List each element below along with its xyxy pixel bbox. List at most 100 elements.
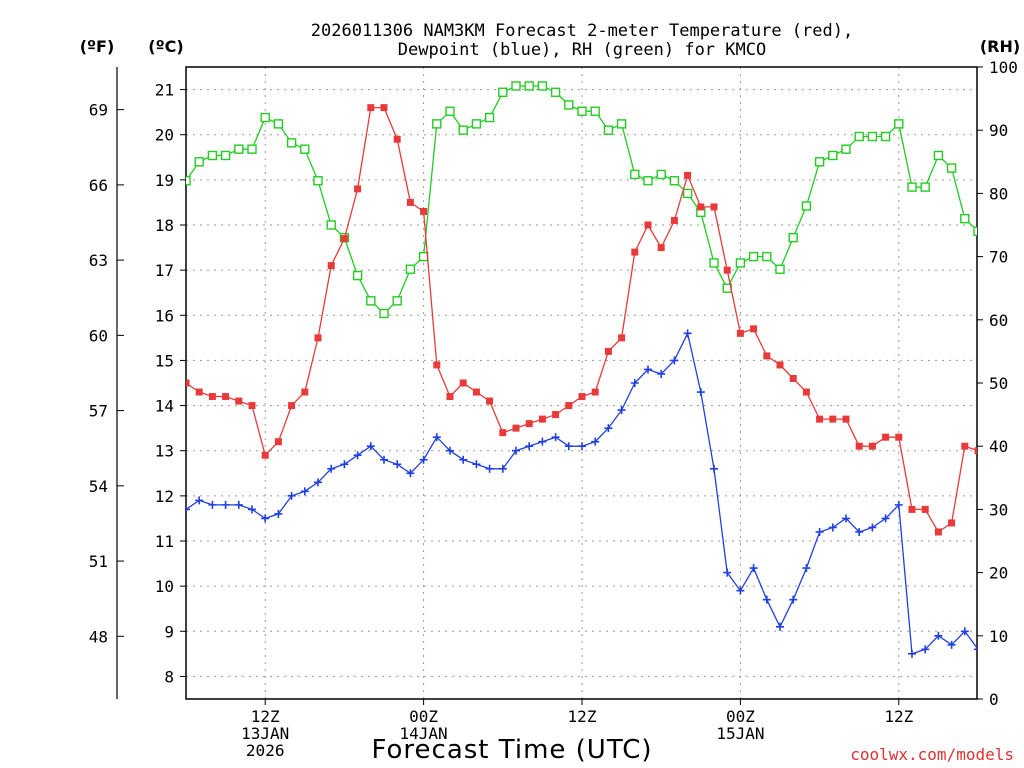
rh-tick-label: 80: [989, 184, 1008, 203]
temperature-point: [327, 262, 335, 270]
x-axis-label: Forecast Time (UTC): [371, 735, 652, 765]
rh-point: [907, 182, 917, 192]
series-temperature: [186, 104, 977, 536]
rh-point: [867, 131, 878, 142]
rh-tick-label: 50: [989, 374, 1008, 393]
dewpoint-point: [921, 645, 930, 654]
dewpoint-point: [749, 564, 758, 573]
temperature-point: [367, 104, 375, 112]
temperature-point: [578, 393, 586, 401]
rh-tick-label: 90: [989, 121, 1008, 140]
celsius-tick-label: 13: [155, 442, 174, 461]
dewpoint-point: [723, 568, 732, 577]
fahrenheit-unit-label: (ºF): [80, 37, 115, 56]
temperature-point: [868, 442, 876, 450]
celsius-unit-label: (ºC): [148, 37, 183, 56]
fahrenheit-tick-label: 66: [89, 176, 108, 195]
rh-tick-label: 40: [989, 437, 1008, 456]
rh-point: [735, 258, 746, 268]
celsius-tick-label: 8: [164, 667, 174, 686]
x-tick-label: 2026: [246, 741, 285, 760]
dewpoint-point: [274, 509, 283, 518]
temperature-point: [512, 424, 520, 432]
celsius-tick-label: 19: [155, 171, 174, 190]
dewpoint-point: [617, 406, 626, 415]
dewpoint-point: [578, 442, 586, 451]
dewpoint-point: [802, 564, 811, 573]
celsius-tick-label: 11: [155, 532, 174, 551]
dewpoint-point: [657, 369, 666, 378]
rh-point: [643, 176, 653, 186]
dewpoint-point: [683, 329, 692, 338]
rh-point: [524, 81, 534, 91]
dewpoint-point: [710, 464, 718, 473]
temperature-point: [750, 325, 758, 333]
rh-unit-label: (RH): [980, 37, 1020, 56]
rh-point: [682, 188, 693, 199]
rh-point: [418, 251, 429, 262]
dewpoint-point: [195, 496, 204, 505]
rh-point: [300, 144, 310, 154]
dewpoint-point: [327, 464, 336, 473]
rh-point: [445, 106, 455, 116]
rh-point: [313, 176, 323, 186]
chart-title-line2: Dewpoint (blue), RH (green) for KMCO: [398, 40, 766, 60]
temperature-point: [446, 393, 454, 401]
dewpoint-point: [221, 500, 230, 509]
temperature-point: [393, 135, 401, 143]
fahrenheit-tick-label: 60: [89, 326, 108, 345]
temperature-point: [631, 248, 639, 256]
rh-point: [616, 119, 627, 129]
temperature-point: [895, 433, 903, 441]
temperature-point: [657, 244, 665, 252]
temperature-point: [186, 379, 190, 387]
x-tick-label: 14JAN: [400, 724, 448, 743]
rh-point: [352, 270, 363, 281]
rh-point: [537, 81, 548, 91]
dewpoint-point: [868, 523, 877, 532]
temperature-point: [776, 361, 784, 369]
credit-label: coolwx.com/models: [850, 745, 1014, 764]
rh-point: [273, 119, 284, 129]
temperature-point: [274, 438, 282, 446]
rh-point: [471, 119, 482, 129]
dewpoint-point: [591, 437, 600, 446]
temperature-point: [974, 447, 977, 455]
rh-point: [933, 150, 944, 161]
dewpoint-point: [828, 523, 837, 532]
x-tick-label: 12Z: [251, 707, 280, 726]
temperature-point: [697, 203, 705, 211]
rh-point: [762, 251, 772, 262]
celsius-tick-label: 14: [155, 397, 174, 416]
celsius-tick-label: 16: [155, 306, 174, 325]
rh-line: [186, 85, 977, 315]
rh-point: [432, 119, 442, 129]
dewpoint-point: [512, 446, 520, 455]
dewpoint-point: [234, 500, 243, 509]
dewpoint-point: [815, 527, 824, 536]
dewpoint-point: [498, 464, 507, 473]
rh-point: [801, 201, 812, 211]
temperature-point: [591, 388, 599, 396]
rh-point: [220, 150, 231, 161]
temperature-point: [354, 185, 362, 193]
rh-point: [788, 232, 798, 243]
dewpoint-point: [789, 595, 798, 604]
temperature-point: [340, 235, 348, 243]
temperature-point: [380, 104, 388, 112]
rh-point: [498, 87, 508, 97]
rh-point: [564, 100, 574, 110]
temperature-point: [288, 402, 296, 410]
dewpoint-point: [630, 379, 639, 387]
fahrenheit-tick-label: 69: [89, 101, 108, 120]
rh-point: [405, 264, 416, 274]
rh-point: [656, 169, 666, 180]
temperature-point: [736, 329, 744, 337]
grid-lines: [186, 67, 977, 699]
dewpoint-point: [300, 487, 309, 496]
temperature-point: [459, 379, 467, 387]
rh-point: [748, 251, 759, 262]
rh-point: [841, 144, 851, 154]
rh-point: [511, 81, 521, 91]
